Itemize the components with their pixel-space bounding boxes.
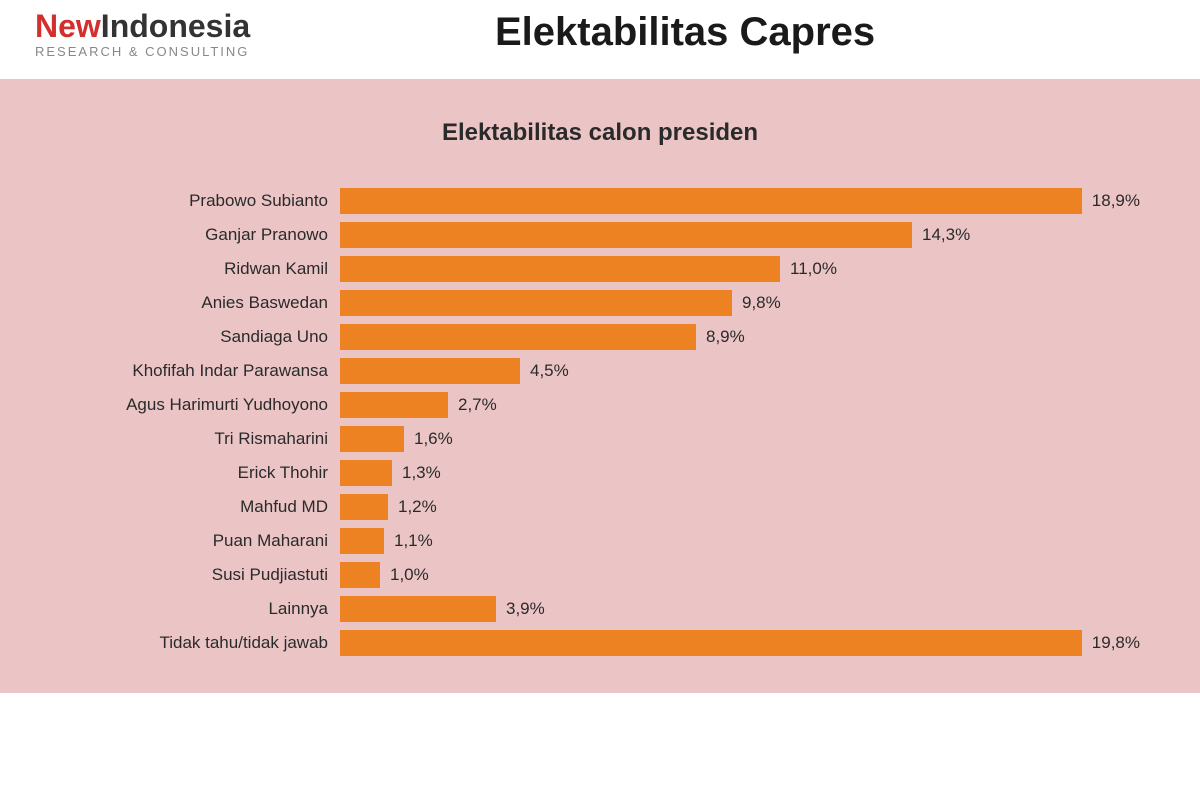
bar-row: Mahfud MD 1,2% (60, 493, 1140, 521)
bar-fill (340, 188, 1082, 214)
bar-track: 18,9% (340, 188, 1140, 214)
bar-row: Sandiaga Uno 8,9% (60, 323, 1140, 351)
bar-label: Mahfud MD (60, 497, 340, 517)
logo-part2: Indonesia (101, 8, 250, 44)
bar-row: Erick Thohir 1,3% (60, 459, 1140, 487)
bar-fill (340, 596, 496, 622)
bar-value: 14,3% (922, 225, 970, 245)
bar-fill (340, 460, 392, 486)
logo-tagline: RESEARCH & CONSULTING (35, 44, 250, 59)
bar-row: Puan Maharani 1,1% (60, 527, 1140, 555)
bar-row: Susi Pudjiastuti 1,0% (60, 561, 1140, 589)
bar-fill (340, 494, 388, 520)
bar-fill (340, 392, 448, 418)
bar-label: Ganjar Pranowo (60, 225, 340, 245)
bar-fill (340, 562, 380, 588)
bar-value: 2,7% (458, 395, 497, 415)
bar-row: Agus Harimurti Yudhoyono 2,7% (60, 391, 1140, 419)
bar-row: Tidak tahu/tidak jawab 19,8% (60, 629, 1140, 657)
bar-fill (340, 256, 780, 282)
bar-fill (340, 528, 384, 554)
bar-label: Ridwan Kamil (60, 259, 340, 279)
chart-panel: Elektabilitas calon presiden Prabowo Sub… (0, 79, 1200, 693)
bar-label: Erick Thohir (60, 463, 340, 483)
bar-value: 4,5% (530, 361, 569, 381)
bar-label: Puan Maharani (60, 531, 340, 551)
bar-value: 1,0% (390, 565, 429, 585)
bar-fill (340, 630, 1082, 656)
bar-track: 8,9% (340, 324, 1140, 350)
bar-value: 9,8% (742, 293, 781, 313)
bar-track: 2,7% (340, 392, 1140, 418)
page-title: Elektabilitas Capres (250, 10, 1180, 55)
logo-part1: New (35, 8, 101, 44)
bar-value: 1,1% (394, 531, 433, 551)
bar-row: Anies Baswedan 9,8% (60, 289, 1140, 317)
bar-row: Prabowo Subianto 18,9% (60, 187, 1140, 215)
bar-value: 3,9% (506, 599, 545, 619)
bar-fill (340, 222, 912, 248)
bar-row: Ganjar Pranowo 14,3% (60, 221, 1140, 249)
chart-title: Elektabilitas calon presiden (60, 119, 1140, 147)
bar-value: 8,9% (706, 327, 745, 347)
bar-row: Khofifah Indar Parawansa 4,5% (60, 357, 1140, 385)
bar-track: 3,9% (340, 596, 1140, 622)
bar-label: Khofifah Indar Parawansa (60, 361, 340, 381)
bar-label: Tidak tahu/tidak jawab (60, 633, 340, 653)
bar-value: 1,3% (402, 463, 441, 483)
bar-label: Anies Baswedan (60, 293, 340, 313)
bar-track: 1,0% (340, 562, 1140, 588)
bar-fill (340, 358, 520, 384)
bar-fill (340, 290, 732, 316)
bars-container: Prabowo Subianto 18,9% Ganjar Pranowo 14,3%… (60, 187, 1140, 657)
bar-track: 11,0% (340, 256, 1140, 282)
bar-value: 18,9% (1092, 191, 1140, 211)
bar-label: Susi Pudjiastuti (60, 565, 340, 585)
bar-label: Agus Harimurti Yudhoyono (60, 395, 340, 415)
bar-row: Tri Rismaharini 1,6% (60, 425, 1140, 453)
bar-track: 1,3% (340, 460, 1140, 486)
bar-label: Lainnya (60, 599, 340, 619)
bar-value: 11,0% (790, 259, 837, 279)
logo-block: NewIndonesia RESEARCH & CONSULTING (35, 10, 250, 59)
bar-track: 1,2% (340, 494, 1140, 520)
bar-track: 4,5% (340, 358, 1140, 384)
bar-fill (340, 324, 696, 350)
bar-value: 19,8% (1092, 633, 1140, 653)
header: NewIndonesia RESEARCH & CONSULTING Elekt… (0, 0, 1200, 79)
bar-track: 1,1% (340, 528, 1140, 554)
bar-value: 1,2% (398, 497, 437, 517)
bar-label: Sandiaga Uno (60, 327, 340, 347)
bar-value: 1,6% (414, 429, 453, 449)
bar-label: Prabowo Subianto (60, 191, 340, 211)
bar-label: Tri Rismaharini (60, 429, 340, 449)
bar-row: Ridwan Kamil 11,0% (60, 255, 1140, 283)
logo-title: NewIndonesia (35, 10, 250, 42)
bar-track: 9,8% (340, 290, 1140, 316)
bar-track: 19,8% (340, 630, 1140, 656)
bar-row: Lainnya 3,9% (60, 595, 1140, 623)
bar-track: 14,3% (340, 222, 1140, 248)
bar-fill (340, 426, 404, 452)
bar-track: 1,6% (340, 426, 1140, 452)
